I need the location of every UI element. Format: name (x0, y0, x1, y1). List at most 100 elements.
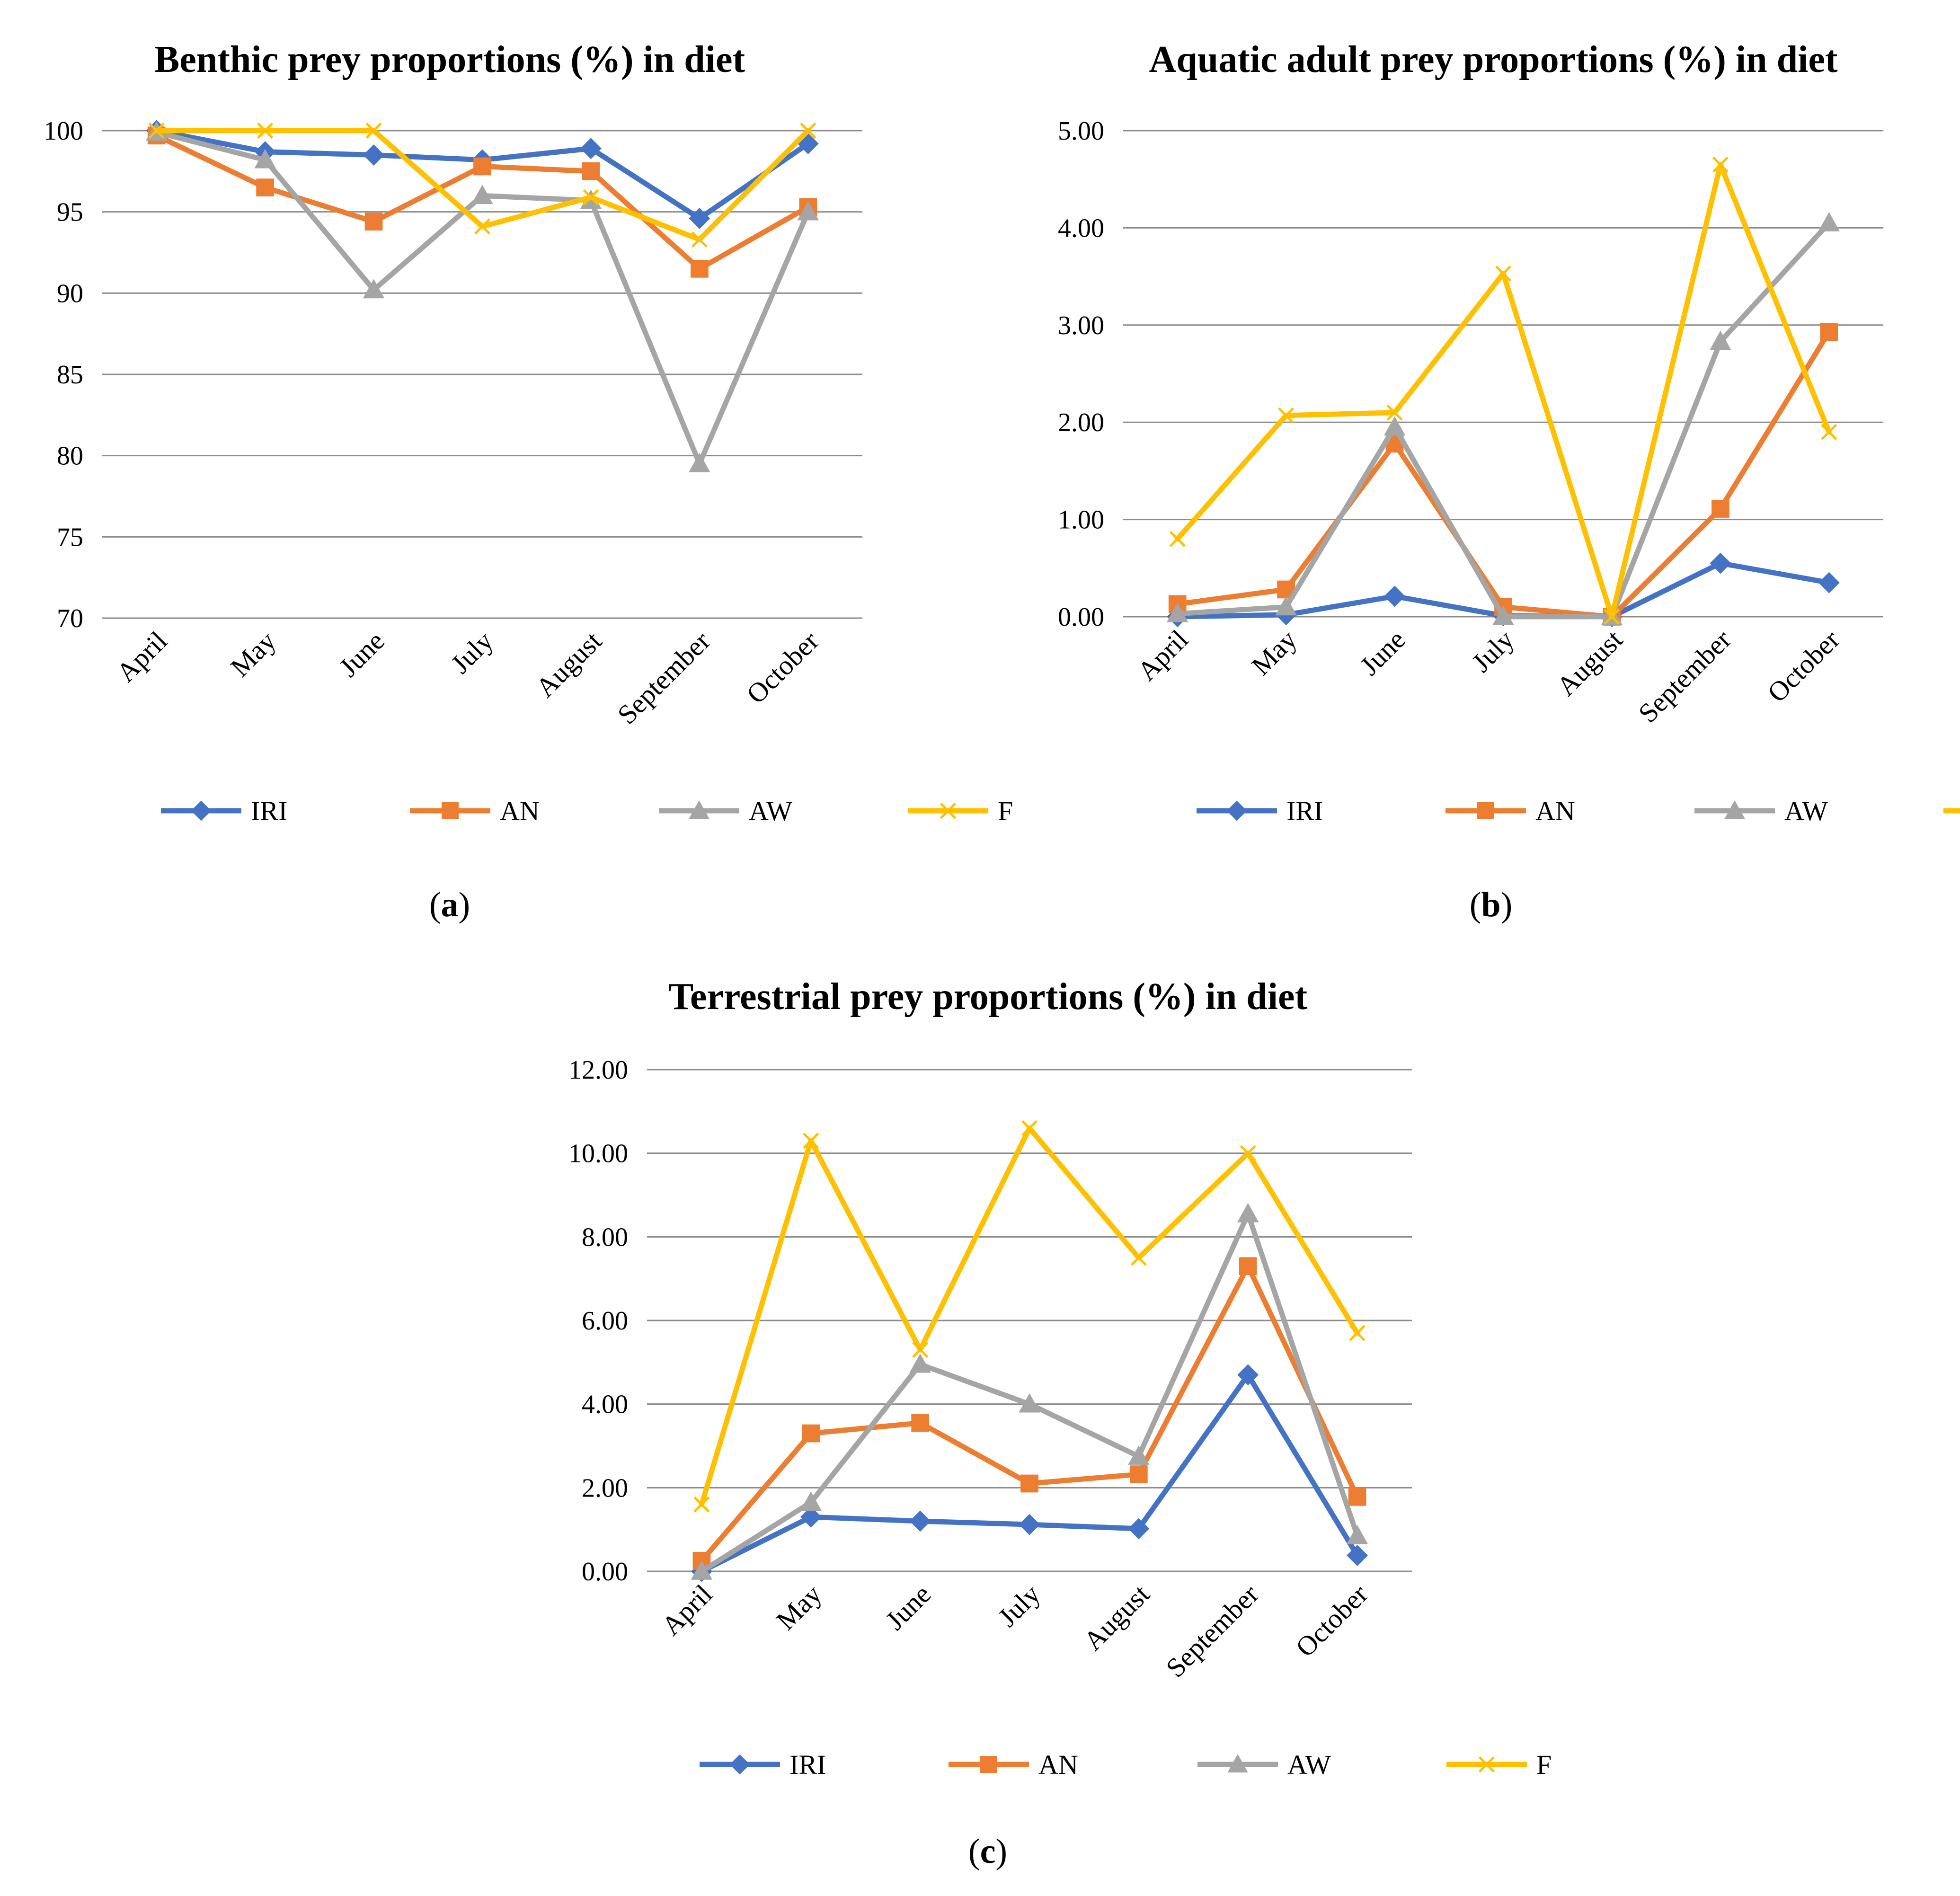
data-point-marker (1278, 407, 1295, 424)
y-tick-label: 12.00 (568, 1055, 628, 1085)
chart-panel-b: Aquatic adult prey proportions (%) in di… (1058, 39, 1960, 924)
data-point-marker (1818, 212, 1840, 231)
data-point-marker (364, 213, 383, 231)
x-tick-label: May (224, 625, 282, 682)
y-tick-label: 10.00 (568, 1139, 628, 1169)
legend: IRI AN AW F (161, 796, 1013, 826)
x-tick-labels: April May June July August September Oct… (110, 625, 825, 730)
data-point-marker (1130, 1249, 1147, 1266)
legend-label: F (1536, 1749, 1552, 1780)
data-point-marker (473, 157, 491, 176)
data-point-marker (1167, 602, 1188, 622)
x-tick-label: May (770, 1578, 827, 1636)
y-tick-label: 8.00 (582, 1223, 628, 1252)
data-point-marker (1478, 1756, 1495, 1773)
x-tick-label: June (879, 1578, 937, 1636)
panel-label-a: (a) (429, 886, 470, 924)
data-point-marker (800, 1491, 822, 1511)
y-tick-label: 6.00 (582, 1306, 628, 1336)
x-tick-label: May (1245, 624, 1303, 681)
data-point-marker (1019, 1514, 1040, 1535)
data-point-marker (689, 800, 710, 819)
data-point-marker (254, 149, 276, 168)
data-point-marker (1021, 1120, 1038, 1136)
data-point-marker (797, 201, 819, 221)
data-point-marker (257, 122, 274, 139)
data-point-marker (1130, 1465, 1148, 1483)
data-point-marker (1724, 800, 1745, 819)
panel-label-b: (b) (1470, 886, 1512, 924)
y-tick-label: 85 (57, 360, 83, 390)
x-tick-label: October (740, 625, 825, 709)
data-point-marker (691, 231, 708, 248)
series-aw (691, 1203, 1368, 1580)
data-point-marker (256, 178, 274, 197)
data-point-marker (1384, 416, 1406, 436)
data-point-marker (729, 1754, 750, 1775)
chart-title: Benthic prey proportions (%) in diet (154, 39, 745, 80)
series-an (692, 1257, 1366, 1570)
y-tick-label: 2.00 (582, 1473, 628, 1503)
x-tick-labels: April May June July August September Oct… (1131, 624, 1845, 728)
series-line (1175, 162, 1832, 620)
legend-item-f: F (908, 796, 1013, 826)
data-point-marker (1169, 531, 1186, 547)
x-tick-label: September (1160, 1578, 1265, 1683)
y-tick-label: 95 (57, 198, 83, 227)
legend-item-an: AN (1446, 796, 1575, 826)
y-tick-labels: 70 75 80 85 90 95 100 (44, 116, 83, 633)
legend-item-an: AN (949, 1749, 1078, 1780)
data-point-marker (1348, 1488, 1366, 1506)
data-point-marker (1227, 1754, 1248, 1772)
x-tick-label: August (530, 625, 607, 703)
series-layer (691, 1120, 1368, 1582)
data-point-marker (691, 1560, 713, 1580)
legend-item-aw: AW (1694, 796, 1828, 826)
y-tick-labels: 0.00 1.00 2.00 3.00 4.00 5.00 (1058, 116, 1104, 632)
chart-panel-c: Terrestrial prey proportions (%) in diet… (568, 976, 1552, 1871)
series-layer (146, 120, 819, 472)
y-tick-label: 3.00 (1058, 311, 1104, 340)
data-point-marker (471, 185, 493, 204)
data-point-marker (1384, 585, 1405, 607)
y-tick-labels: 0.00 2.00 4.00 6.00 8.00 10.00 12.00 (568, 1055, 628, 1586)
series-f (148, 122, 816, 248)
legend-label: F (998, 796, 1013, 826)
x-tick-label: September (612, 625, 716, 730)
data-point-marker (1386, 404, 1403, 421)
data-point-marker (693, 1496, 710, 1513)
legend-label: AN (1535, 796, 1575, 826)
x-tick-label: April (656, 1578, 718, 1641)
data-point-marker (191, 800, 212, 821)
y-tick-label: 4.00 (1058, 213, 1104, 243)
legend-label: IRI (789, 1749, 826, 1780)
data-point-marker (912, 1341, 929, 1358)
y-tick-label: 0.00 (1058, 602, 1104, 632)
x-tick-label: July (1466, 624, 1520, 678)
data-point-marker (689, 207, 710, 229)
data-point-marker (800, 1506, 822, 1528)
legend-label: AW (1287, 1749, 1331, 1780)
data-point-marker (1818, 572, 1840, 594)
legend: IRI AN AW F (700, 1749, 1552, 1780)
x-tick-label: August (1551, 624, 1628, 701)
legend-item-aw: AW (659, 796, 792, 826)
series-aw (1167, 212, 1840, 625)
x-tick-label: April (110, 625, 173, 688)
gridlines (647, 1069, 1412, 1572)
data-point-marker (1477, 802, 1494, 819)
x-tick-label: October (1290, 1578, 1374, 1663)
y-tick-label: 4.00 (582, 1390, 628, 1419)
data-point-marker (148, 122, 165, 139)
chart-panel-a: Benthic prey proportions (%) in diet 70 … (44, 39, 1013, 924)
data-point-marker (1710, 552, 1731, 574)
data-point-marker (474, 218, 491, 235)
y-tick-label: 2.00 (1058, 408, 1104, 437)
x-tick-label: October (1761, 624, 1845, 708)
legend-label: AW (1784, 796, 1828, 826)
data-point-marker (1712, 500, 1729, 518)
x-tick-label: June (333, 625, 390, 682)
data-point-marker (582, 162, 600, 180)
data-point-marker (1346, 1524, 1368, 1544)
x-tick-label: August (1078, 1578, 1155, 1656)
